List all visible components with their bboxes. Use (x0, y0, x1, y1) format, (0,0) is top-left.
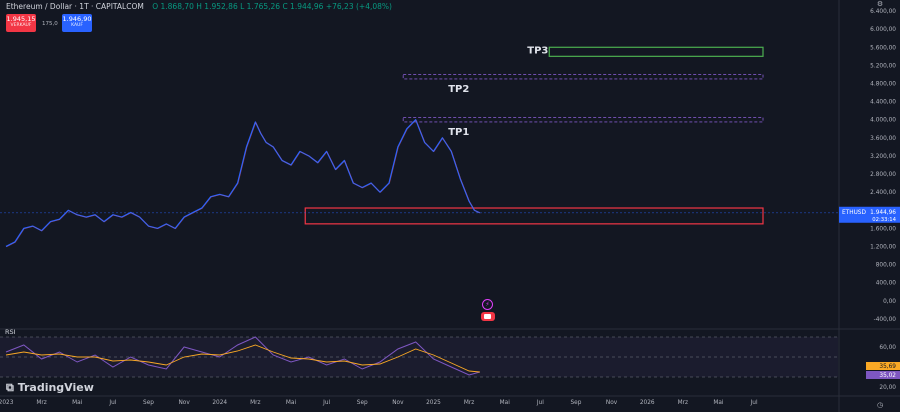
y-tick-label: 2.800,00 (870, 172, 896, 178)
x-tick-label: Jul (536, 400, 544, 406)
sell-button[interactable]: 1.945,15 VERKAUF (6, 14, 36, 32)
x-tick-label: 2024 (212, 400, 227, 406)
y-tick-label: 800,00 (876, 263, 897, 269)
lightning-icon[interactable]: ⚡ (482, 299, 493, 310)
x-tick-label: Mai (286, 400, 297, 406)
rsi-value-2: 35,02 (879, 373, 896, 379)
y-tick-label: 1.600,00 (870, 226, 896, 232)
x-tick-label: Nov (178, 400, 190, 406)
x-tick-label: Mrz (678, 400, 688, 406)
x-tick-label: Sep (357, 400, 368, 406)
sell-price: 1.945,15 (6, 15, 36, 23)
countdown-label: 02:33:14 (872, 217, 896, 223)
last-price-label: 1.944,96 (870, 210, 896, 216)
x-tick-label: Nov (606, 400, 618, 406)
x-tick-label: Mai (72, 400, 83, 406)
timezone-icon[interactable]: ◷ (877, 401, 884, 409)
chart-header: Ethereum / Dollar · 1T · CAPITALCOM O 1.… (6, 2, 392, 11)
tradingview-logo: ⧉ TradingView (6, 381, 94, 394)
last-price-tag[interactable] (839, 206, 900, 223)
target-label: TP2 (448, 84, 469, 95)
x-tick-label: Sep (143, 400, 154, 406)
x-tick-label: Mai (500, 400, 511, 406)
x-tick-label: Mrz (464, 400, 474, 406)
y-tick-label: 1.200,00 (870, 245, 896, 251)
y-tick-label: 3.600,00 (870, 136, 896, 142)
x-tick-label: Mrz (36, 400, 46, 406)
settings-icon[interactable]: ⚙ (877, 0, 883, 8)
x-tick-label: Sep (571, 400, 582, 406)
y-tick-label: 5.600,00 (870, 45, 896, 51)
x-tick-label: Mrz (250, 400, 260, 406)
ohlc-values: O 1.868,70 H 1.952,86 L 1.765,26 C 1.944… (152, 2, 392, 11)
rsi-ma-tag (866, 362, 900, 370)
y-tick-label: 2.400,00 (870, 190, 896, 196)
y-tick-label: 5.200,00 (870, 63, 896, 69)
symbol-title[interactable]: Ethereum / Dollar · 1T · CAPITALCOM (6, 2, 144, 11)
rsi-indicator-label[interactable]: RSI (5, 328, 16, 336)
x-tick-label: Jul (750, 400, 758, 406)
brand-name: TradingView (17, 381, 94, 394)
x-tick-label: 2023 (0, 400, 14, 406)
target-zone-tp2[interactable] (402, 73, 764, 80)
y-tick-label: 4.800,00 (870, 82, 896, 88)
x-tick-label: 2025 (426, 400, 441, 406)
support-zone[interactable] (304, 207, 764, 225)
y-tick-label: 4.000,00 (870, 118, 896, 124)
rsi-value-tag (866, 371, 900, 379)
price-series-shadow (6, 119, 481, 248)
price-series-line[interactable] (5, 119, 481, 248)
x-tick-label: Mai (713, 400, 724, 406)
sell-label: VERKAUF (10, 23, 32, 28)
x-tick-label: Jul (322, 400, 330, 406)
y-tick-label: 6.400,00 (870, 9, 896, 15)
buy-price: 1.946,90 (62, 15, 92, 23)
target-zone-tp3[interactable] (548, 46, 764, 57)
buy-button[interactable]: 1.946,90 KAUF (62, 14, 92, 32)
rsi-value-1: 35,69 (879, 364, 896, 370)
target-zone-tp1[interactable] (402, 117, 764, 123)
y-tick-label: 4.400,00 (870, 100, 896, 106)
y-tick-label: 3.200,00 (870, 154, 896, 160)
flag-icon[interactable] (481, 312, 495, 321)
rsi-line[interactable] (5, 336, 480, 376)
symbol-tag: ETHUSD (842, 210, 866, 216)
target-label: TP1 (448, 127, 469, 138)
buy-label: KAUF (71, 23, 83, 28)
x-tick-label: Nov (392, 400, 404, 406)
y-tick-label: -400,00 (874, 317, 897, 323)
rsi-ma-line[interactable] (5, 344, 480, 373)
target-label: TP3 (527, 45, 548, 56)
y-tick-label: 400,00 (876, 281, 897, 287)
rsi-y-tick: 20,00 (879, 385, 896, 391)
y-tick-label: 6.000,00 (870, 27, 896, 33)
spread-value: 175,0 (42, 21, 58, 27)
rsi-band-fill (0, 337, 838, 377)
rsi-y-tick: 60,00 (879, 345, 896, 351)
x-tick-label: 2026 (640, 400, 655, 406)
x-tick-label: Jul (108, 400, 116, 406)
y-tick-label: 0,00 (883, 299, 896, 305)
